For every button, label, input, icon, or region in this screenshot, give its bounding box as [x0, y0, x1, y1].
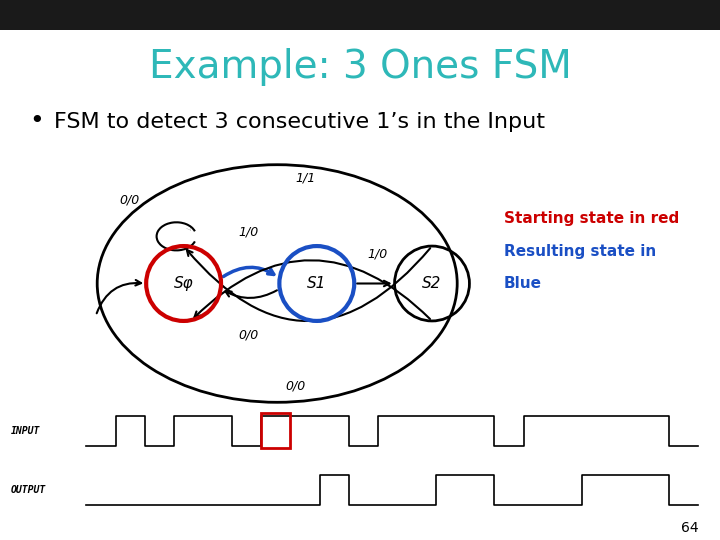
- Text: 64: 64: [681, 521, 698, 535]
- Text: 0/0: 0/0: [120, 193, 140, 206]
- Text: INPUT: INPUT: [11, 426, 40, 436]
- Text: OUTPUT: OUTPUT: [11, 485, 46, 495]
- Text: 1/0: 1/0: [368, 247, 388, 260]
- Text: •: •: [29, 110, 43, 133]
- Text: 0/0: 0/0: [238, 328, 258, 341]
- Text: Starting state in red: Starting state in red: [504, 211, 679, 226]
- Text: CMPT 295: CMPT 295: [649, 10, 698, 20]
- Text: L26:  Sequential Logic: L26: Sequential Logic: [306, 10, 414, 20]
- Text: 1/0: 1/0: [238, 226, 258, 239]
- Text: Sφ: Sφ: [174, 276, 194, 291]
- FancyBboxPatch shape: [0, 0, 720, 30]
- Text: Example: 3 Ones FSM: Example: 3 Ones FSM: [148, 49, 572, 86]
- Text: Blue: Blue: [504, 276, 542, 291]
- Text: 0/0: 0/0: [285, 380, 305, 393]
- Text: S1: S1: [307, 276, 326, 291]
- Text: Resulting state in: Resulting state in: [504, 244, 656, 259]
- Text: S2: S2: [423, 276, 441, 291]
- Text: 1/1: 1/1: [296, 172, 316, 185]
- Text: FSM to detect 3 consecutive 1’s in the Input: FSM to detect 3 consecutive 1’s in the I…: [54, 111, 545, 132]
